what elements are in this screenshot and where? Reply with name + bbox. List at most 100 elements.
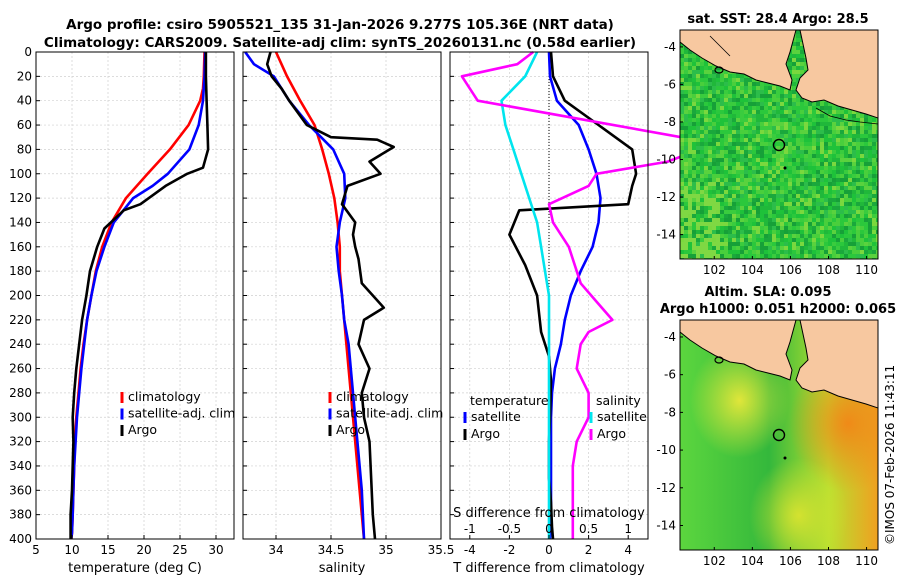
y-tick-label: 0	[24, 45, 32, 59]
x-tick-label: 4	[624, 543, 632, 557]
map-y-tick-label: -6	[664, 368, 676, 382]
y-tick-label: 140	[9, 215, 32, 229]
sla-land-sumatra	[680, 320, 797, 381]
map-y-tick-label: -8	[664, 405, 676, 419]
map-y-tick-label: -14	[656, 518, 676, 532]
series-line-temperature-satellite	[547, 51, 602, 540]
y-tick-label: 380	[9, 508, 32, 522]
map-y-tick-label: -8	[664, 115, 676, 129]
x-tick-label: 10	[64, 543, 79, 557]
legend-label: climatology	[128, 389, 201, 404]
sst-land-sumatra	[680, 30, 797, 91]
sst-land-java	[795, 30, 878, 119]
map-y-tick-label: -4	[664, 330, 676, 344]
map-x-tick-label: 102	[703, 263, 726, 277]
y-tick-label: 280	[9, 386, 32, 400]
legend-header-temperature: temperature	[470, 393, 549, 408]
temperature-xlabel: temperature (deg C)	[68, 561, 202, 576]
y-tick-label: 20	[17, 69, 32, 83]
map-x-tick-label: 110	[855, 554, 878, 568]
sla-map-title-line1: Altim. SLA: 0.095	[705, 285, 832, 300]
x-tick-label: 34	[268, 543, 283, 557]
temperature-profile-chart: 5 10 15 20 25 30 0 20 40 60 80 100 120 140 160 180 200 2…	[9, 45, 235, 576]
top-x-tick-label: -1	[464, 522, 476, 536]
series-line-argo	[265, 51, 396, 540]
y-tick-label: 400	[9, 532, 32, 546]
x-tick-label: -4	[464, 543, 476, 557]
y-tick-label: 220	[9, 313, 32, 327]
x-tick-label: 34.5	[318, 543, 345, 557]
series-line-salinity-satellite	[500, 51, 551, 539]
map-x-tick-label: 106	[779, 554, 802, 568]
y-tick-label: 360	[9, 483, 32, 497]
sla-map: Altim. SLA: 0.095 Argo h1000: 0.051 h200…	[656, 285, 896, 568]
legend-label: Argo	[597, 426, 626, 441]
sst-map: sat. SST: 28.4 Argo: 28.5 102 104 106 108 11…	[656, 12, 879, 277]
imos-timestamp: ©IMOS 07-Feb-2026 11:43:11	[883, 365, 897, 545]
map-x-tick-label: 108	[817, 554, 840, 568]
x-tick-label: 0	[545, 543, 553, 557]
legend-label: satellite-adj. clim	[336, 406, 443, 421]
map-x-tick-label: 108	[817, 263, 840, 277]
sla-land-java	[795, 320, 878, 409]
sst-map-title: sat. SST: 28.4 Argo: 28.5	[687, 12, 868, 27]
map-y-tick-label: -12	[656, 481, 676, 495]
sla-map-title-line2: Argo h1000: 0.051 h2000: 0.065	[660, 302, 896, 317]
figure-title-line1: Argo profile: csiro 5905521_135 31-Jan-2…	[66, 17, 614, 33]
x-tick-label: 15	[100, 543, 115, 557]
x-tick-label: 35	[378, 543, 393, 557]
y-tick-label: 320	[9, 435, 32, 449]
top-x-tick-label: 0	[545, 522, 553, 536]
series-line-satellite-adj-clim	[70, 51, 207, 540]
y-tick-label: 80	[17, 142, 32, 156]
difference-top-xlabel: S difference from climatology	[453, 506, 645, 521]
map-x-tick-label: 106	[779, 263, 802, 277]
y-tick-label: 100	[9, 167, 32, 181]
map-y-tick-label: -6	[664, 77, 676, 91]
legend-label: satellite	[597, 409, 647, 424]
map-x-tick-label: 110	[855, 263, 878, 277]
x-tick-label: 20	[136, 543, 151, 557]
legend-label: satellite-adj. clim	[128, 406, 235, 421]
y-tick-label: 120	[9, 191, 32, 205]
legend-label: satellite	[471, 409, 521, 424]
y-tick-label: 160	[9, 240, 32, 254]
map-y-tick-label: -10	[656, 153, 676, 167]
difference-xlabel: T difference from climatology	[452, 561, 645, 576]
legend-label: climatology	[336, 389, 409, 404]
x-tick-label: 5	[32, 543, 40, 557]
legend-label: Argo	[471, 426, 500, 441]
y-tick-label: 40	[17, 94, 32, 108]
map-x-tick-label: 102	[703, 554, 726, 568]
top-x-tick-label: 0.5	[579, 522, 598, 536]
series-line-argo	[69, 52, 210, 539]
x-tick-label: 30	[208, 543, 223, 557]
map-x-tick-label: 104	[741, 554, 764, 568]
legend-header-salinity: salinity	[596, 393, 641, 408]
y-tick-label: 200	[9, 289, 32, 303]
map-x-tick-label: 104	[741, 263, 764, 277]
difference-profile-chart: -4 -2 0 2 4 T difference from climatology S …	[449, 50, 717, 576]
map-y-tick-label: -4	[664, 40, 676, 54]
map-y-tick-label: -10	[656, 443, 676, 457]
y-tick-label: 60	[17, 118, 32, 132]
y-tick-label: 300	[9, 410, 32, 424]
legend-label: Argo	[128, 422, 157, 437]
x-tick-label: 2	[585, 543, 593, 557]
y-tick-label: 260	[9, 362, 32, 376]
legend-label: Argo	[336, 422, 365, 437]
y-tick-label: 240	[9, 337, 32, 351]
x-tick-label: 35.5	[428, 543, 455, 557]
salinity-xlabel: salinity	[319, 561, 366, 576]
figure-title-line2: Climatology: CARS2009. Satellite-adj cli…	[44, 35, 636, 51]
top-x-tick-label: 1	[624, 522, 632, 536]
x-tick-label: -2	[503, 543, 515, 557]
map-y-tick-label: -14	[656, 228, 676, 242]
series-line-salinity-argo	[460, 50, 717, 539]
x-tick-label: 25	[172, 543, 187, 557]
y-tick-label: 340	[9, 459, 32, 473]
top-x-tick-label: -0.5	[498, 522, 521, 536]
salinity-profile-chart: 34 34.5 35 35.5 salinity climatology satelli…	[242, 51, 455, 576]
map-y-tick-label: -12	[656, 190, 676, 204]
